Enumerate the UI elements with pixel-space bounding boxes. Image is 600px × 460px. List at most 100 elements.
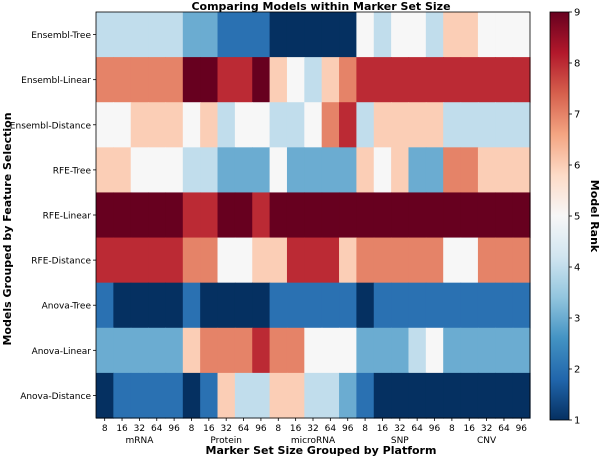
heatmap-cell xyxy=(96,12,114,58)
heatmap-cell xyxy=(339,327,357,374)
heatmap-cell xyxy=(234,147,253,194)
heatmap-cell xyxy=(373,282,392,329)
heatmap-cell xyxy=(425,102,444,148)
x-tick-label: 16 xyxy=(464,424,476,434)
heatmap-cell xyxy=(182,12,201,58)
heatmap-cell xyxy=(408,372,427,419)
heatmap-cell xyxy=(391,372,410,419)
platform-label: CNV xyxy=(477,436,497,446)
heatmap-cell xyxy=(321,12,340,58)
heatmap-cell xyxy=(339,147,357,194)
heatmap-cell xyxy=(182,282,201,329)
heatmap-cell xyxy=(425,327,444,374)
heatmap-cell xyxy=(356,372,375,419)
heatmap-cell xyxy=(200,57,219,103)
heatmap-cell xyxy=(425,12,444,58)
heatmap-cell xyxy=(495,12,514,58)
x-tick-label: 32 xyxy=(220,424,231,434)
x-tick-label: 32 xyxy=(307,424,318,434)
heatmap-cell xyxy=(286,372,305,419)
x-tick-label: 16 xyxy=(377,424,389,434)
row-label: Ensembl-Distance xyxy=(10,121,92,131)
heatmap-cell xyxy=(391,282,410,329)
heatmap-cell xyxy=(130,372,149,419)
heatmap-cell xyxy=(304,192,323,239)
x-tick-label: 64 xyxy=(151,424,163,434)
chart-title: Comparing Models within Marker Set Size xyxy=(191,0,450,13)
heatmap-cell xyxy=(96,102,114,148)
colorbar-tick-label: 9 xyxy=(574,8,580,19)
heatmap-cell xyxy=(234,372,253,419)
heatmap-cell xyxy=(304,237,323,284)
heatmap-cell xyxy=(148,282,167,329)
heatmap-cell xyxy=(96,147,114,194)
heatmap-cell xyxy=(130,12,149,58)
heatmap-cell xyxy=(321,372,340,419)
heatmap-cell xyxy=(217,12,236,58)
colorbar-tick-label: 6 xyxy=(574,161,580,172)
heatmap-cell xyxy=(356,12,375,58)
heatmap-cell xyxy=(477,12,496,58)
heatmap-cell xyxy=(269,327,288,374)
heatmap-cell xyxy=(200,192,219,239)
heatmap-cell xyxy=(217,282,236,329)
heatmap-cell xyxy=(339,57,357,103)
heatmap-cell xyxy=(165,282,184,329)
heatmap-cell xyxy=(217,327,236,374)
heatmap-cell xyxy=(512,192,531,239)
heatmap-cell xyxy=(321,102,340,148)
heatmap-cell xyxy=(286,147,305,194)
heatmap-cell xyxy=(391,12,410,58)
heatmap-cell xyxy=(408,282,427,329)
platform-label: mRNA xyxy=(125,436,154,446)
heatmap-cell xyxy=(252,147,271,194)
x-tick-label: 64 xyxy=(411,424,423,434)
platform-label: SNP xyxy=(391,436,409,446)
heatmap-cell xyxy=(304,147,323,194)
x-tick-label: 16 xyxy=(203,424,215,434)
heatmap-cell xyxy=(443,192,462,239)
heatmap-cell xyxy=(477,327,496,374)
heatmap-cell xyxy=(477,282,496,329)
row-label: RFE-Distance xyxy=(31,257,91,267)
x-tick-label: 8 xyxy=(449,424,455,434)
heatmap-cell xyxy=(113,57,132,103)
heatmap-cell xyxy=(443,57,462,103)
colorbar-tick-label: 2 xyxy=(574,365,580,376)
heatmap-cell xyxy=(373,12,392,58)
heatmap-cell xyxy=(286,192,305,239)
heatmap-cell xyxy=(96,192,114,239)
heatmap-cell xyxy=(477,57,496,103)
x-tick-label: 96 xyxy=(516,424,528,434)
heatmap-cell xyxy=(443,282,462,329)
heatmap-cell xyxy=(408,192,427,239)
heatmap-cell xyxy=(356,57,375,103)
heatmap-cell xyxy=(113,12,132,58)
colorbar-tick-label: 3 xyxy=(574,314,580,325)
heatmap-cell xyxy=(408,57,427,103)
heatmap-cell xyxy=(460,237,479,284)
heatmap-cell xyxy=(269,282,288,329)
heatmap-cell xyxy=(96,327,114,374)
heatmap-cell xyxy=(304,102,323,148)
heatmap-cell xyxy=(200,372,219,419)
heatmap-cell xyxy=(234,102,253,148)
heatmap-cell xyxy=(512,237,531,284)
heatmap-cell xyxy=(148,102,167,148)
heatmap-cell xyxy=(269,12,288,58)
heatmap-cell xyxy=(495,192,514,239)
heatmap-cell xyxy=(148,372,167,419)
heatmap-cell xyxy=(200,147,219,194)
heatmap-cell xyxy=(165,147,184,194)
heatmap-cell xyxy=(148,147,167,194)
heatmap-cell xyxy=(200,327,219,374)
heatmap-cell xyxy=(113,192,132,239)
heatmap-cell xyxy=(200,237,219,284)
heatmap-cell xyxy=(113,282,132,329)
heatmap-cell xyxy=(252,192,271,239)
heatmap-cell xyxy=(321,192,340,239)
heatmap-cell xyxy=(356,147,375,194)
heatmap-cell xyxy=(321,147,340,194)
heatmap-cell xyxy=(460,327,479,374)
